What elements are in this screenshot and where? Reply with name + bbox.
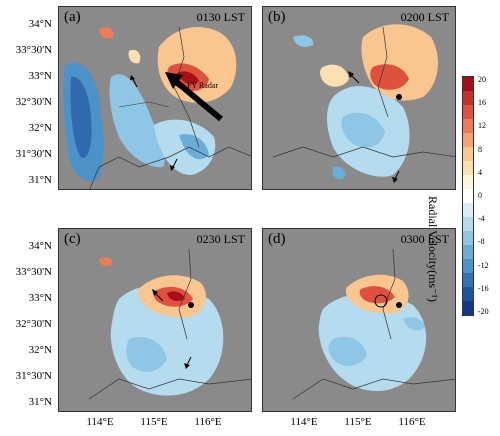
lon-label: 115°E xyxy=(344,416,372,428)
colorbar-tick-label: 16 xyxy=(478,98,486,108)
colorbar-tick-label: 20 xyxy=(478,75,486,84)
panel-time: 0230 LST xyxy=(196,232,245,246)
velocity-field-d xyxy=(292,248,455,400)
lat-label: 33°N xyxy=(28,292,52,304)
colorbar-segment xyxy=(463,259,473,273)
colorbar-segment xyxy=(463,133,473,147)
colorbar-segment xyxy=(463,77,473,91)
lat-label: 31°N xyxy=(28,174,52,186)
lon-label: 116°E xyxy=(398,416,426,428)
lat-label: 33°30'N xyxy=(15,44,52,56)
velocity-field-b xyxy=(272,24,455,183)
panel-time: 0300 LST xyxy=(400,232,449,246)
panel-time: 0130 LST xyxy=(196,10,245,24)
lon-label: 114°E xyxy=(86,416,114,428)
panel-label: (d) xyxy=(268,231,286,247)
lon-label: 115°E xyxy=(140,416,168,428)
lat-label: 31°30'N xyxy=(15,370,52,382)
colorbar-segment xyxy=(463,161,473,175)
colorbar-tick-label: 4 xyxy=(478,167,482,177)
panel-label: (a) xyxy=(64,9,81,25)
panel-label: (c) xyxy=(64,231,81,247)
lat-label: 32°N xyxy=(28,122,52,134)
colorbar-tick-label: -12 xyxy=(478,260,489,270)
colorbar-segment xyxy=(463,147,473,161)
lat-label: 33°30'N xyxy=(15,266,52,278)
velocity-field-a xyxy=(63,26,251,189)
radar-label: FY Radar xyxy=(187,81,219,90)
lat-label: 32°N xyxy=(28,344,52,356)
colorbar-segment xyxy=(463,203,473,217)
colorbar-tick-label: 0 xyxy=(478,191,482,200)
colorbar-segment xyxy=(463,231,473,245)
colorbar-tick-label: -4 xyxy=(478,214,485,224)
lat-label: 34°N xyxy=(28,240,52,252)
lat-label: 32°30'N xyxy=(15,318,52,330)
colorbar-segment xyxy=(463,119,473,133)
lat-label: 31°N xyxy=(28,396,52,408)
lon-label: 114°E xyxy=(290,416,318,428)
panel-c: (c) 0230 LST xyxy=(58,228,252,412)
velocity-field-c xyxy=(88,248,251,400)
lat-label: 33°N xyxy=(28,70,52,82)
colorbar-segment xyxy=(463,189,473,203)
panel-b: (b) 0200 LST xyxy=(262,6,456,190)
panel-time: 0200 LST xyxy=(400,10,449,24)
panel-label: (b) xyxy=(268,9,286,25)
colorbar xyxy=(462,76,474,316)
colorbar-segment xyxy=(463,175,473,189)
colorbar-segment xyxy=(463,105,473,119)
colorbar-tick-label: -8 xyxy=(478,237,485,247)
colorbar-segment xyxy=(463,301,473,315)
colorbar-segment xyxy=(463,273,473,287)
lat-label: 34°N xyxy=(28,18,52,30)
colorbar-title: Radial Velocity(ms⁻¹) xyxy=(426,196,440,303)
lon-label: 116°E xyxy=(194,416,222,428)
colorbar-segment xyxy=(463,91,473,105)
colorbar-tick-label: 8 xyxy=(478,144,482,154)
colorbar-segment xyxy=(463,245,473,259)
colorbar-tick-label: -16 xyxy=(478,283,489,293)
colorbar-segment xyxy=(463,217,473,231)
colorbar-tick-label: -20 xyxy=(478,307,489,316)
lat-label: 31°30'N xyxy=(15,148,52,160)
panel-d: (d) 0300 LST xyxy=(262,228,456,412)
colorbar-tick-label: 12 xyxy=(478,121,486,131)
lat-label: 32°30'N xyxy=(15,96,52,108)
colorbar-segment xyxy=(463,287,473,301)
panel-a: (a) 0130 LST FY Radar xyxy=(58,6,252,190)
